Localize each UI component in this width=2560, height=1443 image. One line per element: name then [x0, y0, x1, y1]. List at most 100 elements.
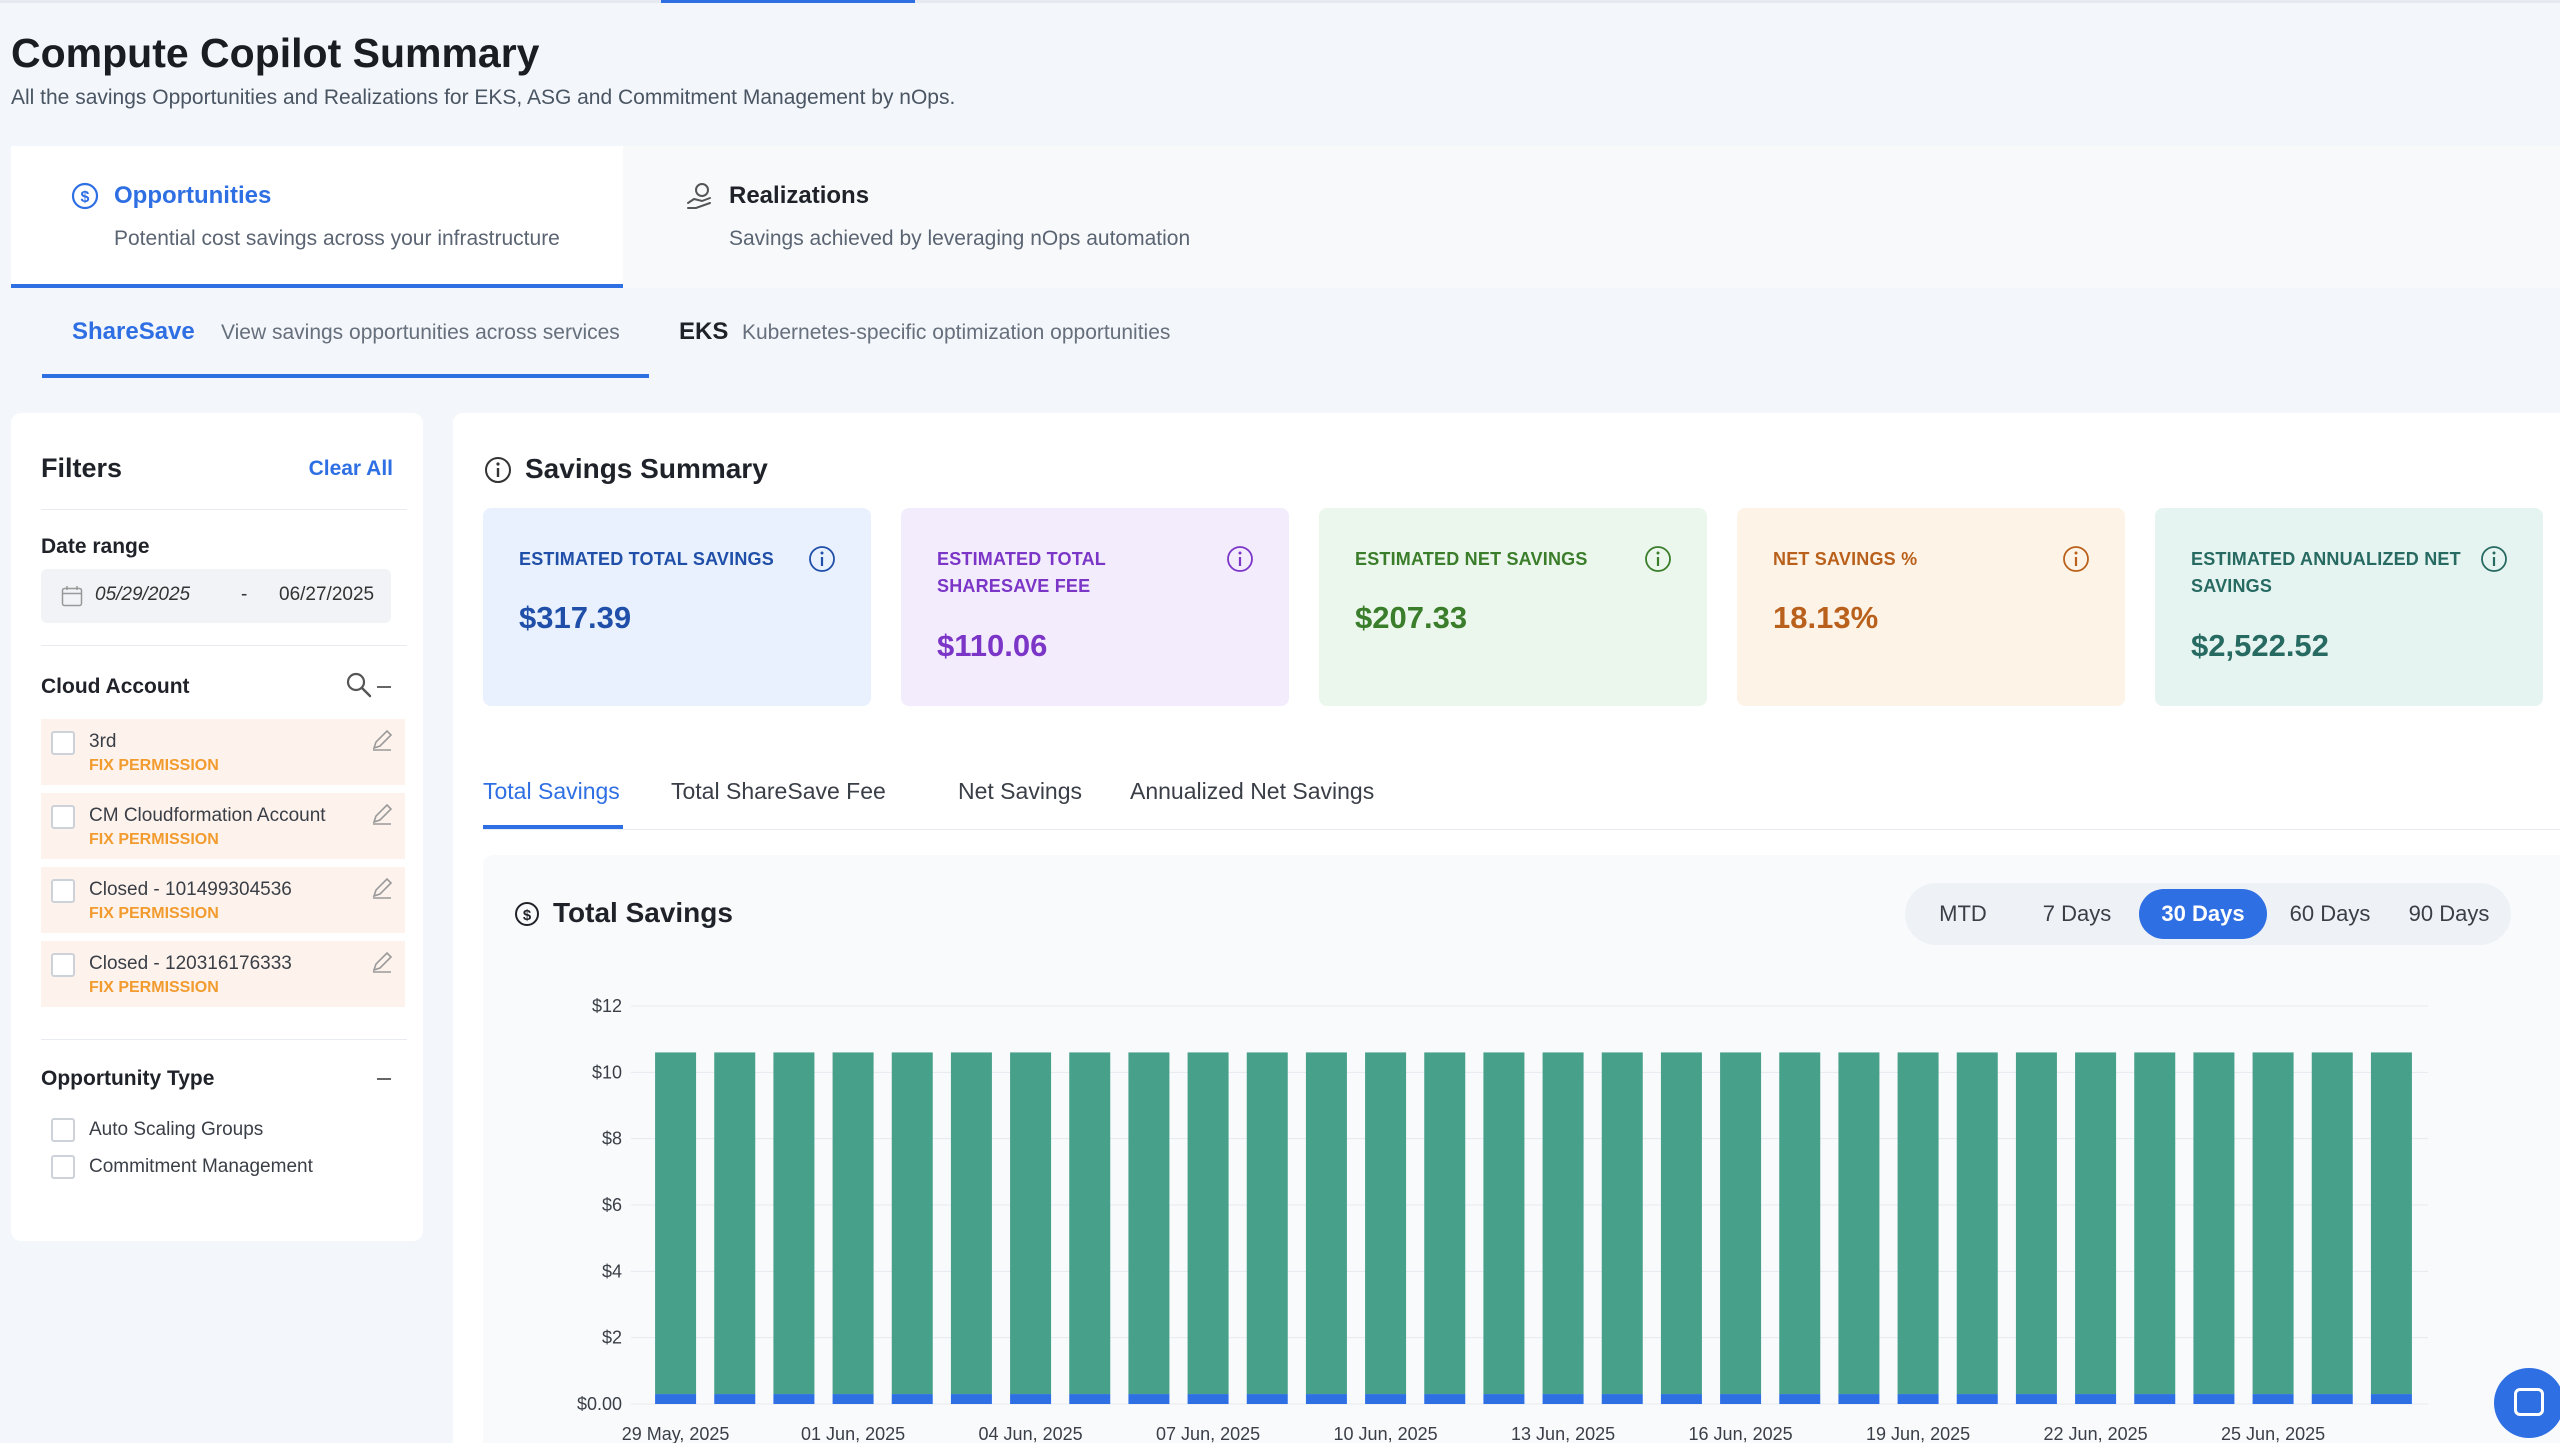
edit-icon[interactable] [369, 949, 395, 975]
bar-segment[interactable] [1010, 1394, 1052, 1404]
tab-annualized-net-savings[interactable]: Annualized Net Savings [1130, 778, 1375, 804]
bar-segment[interactable] [714, 1052, 756, 1395]
edit-icon[interactable] [369, 727, 395, 753]
info-icon[interactable] [807, 544, 837, 574]
info-icon[interactable] [2061, 544, 2091, 574]
clear-all-button[interactable]: Clear All [308, 457, 393, 480]
bar-segment[interactable] [2134, 1052, 2176, 1395]
bar-segment[interactable] [714, 1394, 756, 1404]
tab-total-savings[interactable]: Total Savings [483, 778, 620, 804]
bar-segment[interactable] [1660, 1394, 1702, 1404]
date-range-picker[interactable]: 05/29/2025 - 06/27/2025 [41, 569, 391, 623]
bar-segment[interactable] [1601, 1394, 1643, 1404]
collapse-icon[interactable] [377, 1078, 391, 1080]
bar-segment[interactable] [1660, 1052, 1702, 1395]
bar-segment[interactable] [1838, 1394, 1880, 1404]
bar-segment[interactable] [1601, 1052, 1643, 1395]
edit-icon[interactable] [369, 801, 395, 827]
bar-segment[interactable] [1897, 1394, 1939, 1404]
bar-segment[interactable] [2311, 1394, 2353, 1404]
bar-segment[interactable] [1010, 1052, 1052, 1395]
fix-permission-link[interactable]: FIX PERMISSION [89, 831, 219, 848]
account-checkbox[interactable] [51, 731, 75, 755]
bar-segment[interactable] [832, 1052, 874, 1395]
info-icon[interactable] [1643, 544, 1673, 574]
bar-segment[interactable] [1424, 1052, 1466, 1395]
bar-segment[interactable] [1246, 1394, 1288, 1404]
bar-segment[interactable] [2075, 1052, 2117, 1395]
search-icon[interactable] [345, 671, 373, 699]
bar-segment[interactable] [1897, 1052, 1939, 1395]
bar-segment[interactable] [1838, 1052, 1880, 1395]
option-checkbox[interactable] [51, 1118, 75, 1142]
bar-segment[interactable] [1542, 1052, 1584, 1395]
bar-segment[interactable] [655, 1052, 697, 1395]
bar-segment[interactable] [2311, 1052, 2353, 1395]
tab-net-savings[interactable]: Net Savings [958, 778, 1083, 804]
range-7-days[interactable]: 7 Days [2042, 901, 2112, 926]
bar-segment[interactable] [1483, 1052, 1525, 1395]
bar-segment[interactable] [1956, 1394, 1998, 1404]
account-item[interactable]: 3rd FIX PERMISSION [41, 719, 405, 785]
range-30-days[interactable]: 30 Days [2139, 889, 2267, 939]
bar-segment[interactable] [1069, 1052, 1111, 1395]
fix-permission-link[interactable]: FIX PERMISSION [89, 905, 219, 922]
bar-segment[interactable] [1779, 1052, 1821, 1395]
bar-segment[interactable] [773, 1394, 815, 1404]
bar-segment[interactable] [1305, 1052, 1347, 1395]
tab-total-sharesave-fee[interactable]: Total ShareSave Fee [671, 778, 886, 804]
bar-segment[interactable] [1483, 1394, 1525, 1404]
bar-segment[interactable] [1246, 1052, 1288, 1395]
account-checkbox[interactable] [51, 805, 75, 829]
bar-segment[interactable] [2015, 1394, 2057, 1404]
edit-icon[interactable] [369, 875, 395, 901]
bar-segment[interactable] [1542, 1394, 1584, 1404]
account-item[interactable]: Closed - 120316176333 FIX PERMISSION [41, 941, 405, 1007]
tab-realizations[interactable]: Realizations Savings achieved by leverag… [623, 146, 1323, 288]
bar-segment[interactable] [950, 1052, 992, 1395]
bar-segment[interactable] [2252, 1394, 2294, 1404]
bar-segment[interactable] [1365, 1052, 1407, 1395]
range-mtd[interactable]: MTD [1939, 901, 1987, 926]
bar-segment[interactable] [1128, 1052, 1170, 1395]
bar-segment[interactable] [2193, 1052, 2235, 1395]
bar-segment[interactable] [1720, 1052, 1762, 1395]
account-item[interactable]: CM Cloudformation Account FIX PERMISSION [41, 793, 405, 859]
bar-segment[interactable] [950, 1394, 992, 1404]
bar-segment[interactable] [1365, 1394, 1407, 1404]
range-60-days[interactable]: 60 Days [2289, 901, 2371, 926]
bar-segment[interactable] [2252, 1052, 2294, 1395]
bar-segment[interactable] [2370, 1394, 2412, 1404]
bar-segment[interactable] [1720, 1394, 1762, 1404]
bar-segment[interactable] [1187, 1394, 1229, 1404]
account-item[interactable]: Closed - 101499304536 FIX PERMISSION [41, 867, 405, 933]
bar-segment[interactable] [2193, 1394, 2235, 1404]
chat-button[interactable] [2494, 1368, 2560, 1438]
bar-segment[interactable] [655, 1394, 697, 1404]
subtab-sharesave[interactable]: ShareSave View savings opportunities acr… [42, 290, 649, 378]
subtab-eks[interactable]: EKS Kubernetes-specific optimization opp… [669, 290, 1229, 378]
bar-segment[interactable] [1069, 1394, 1111, 1404]
bar-segment[interactable] [1128, 1394, 1170, 1404]
info-icon[interactable] [1225, 544, 1255, 574]
bar-segment[interactable] [891, 1394, 933, 1404]
bar-segment[interactable] [2015, 1052, 2057, 1395]
bar-segment[interactable] [2075, 1394, 2117, 1404]
bar-segment[interactable] [2370, 1052, 2412, 1395]
bar-segment[interactable] [1305, 1394, 1347, 1404]
range-90-days[interactable]: 90 Days [2408, 901, 2490, 926]
bar-segment[interactable] [832, 1394, 874, 1404]
bar-segment[interactable] [1187, 1052, 1229, 1395]
fix-permission-link[interactable]: FIX PERMISSION [89, 757, 219, 774]
bar-segment[interactable] [1424, 1394, 1466, 1404]
fix-permission-link[interactable]: FIX PERMISSION [89, 979, 219, 996]
collapse-icon[interactable] [377, 686, 391, 688]
option-checkbox[interactable] [51, 1155, 75, 1179]
bar-segment[interactable] [2134, 1394, 2176, 1404]
account-checkbox[interactable] [51, 879, 75, 903]
tab-opportunities[interactable]: $ Opportunities Potential cost savings a… [11, 146, 623, 288]
account-checkbox[interactable] [51, 953, 75, 977]
bar-segment[interactable] [773, 1052, 815, 1395]
info-icon[interactable] [2479, 544, 2509, 574]
bar-segment[interactable] [891, 1052, 933, 1395]
